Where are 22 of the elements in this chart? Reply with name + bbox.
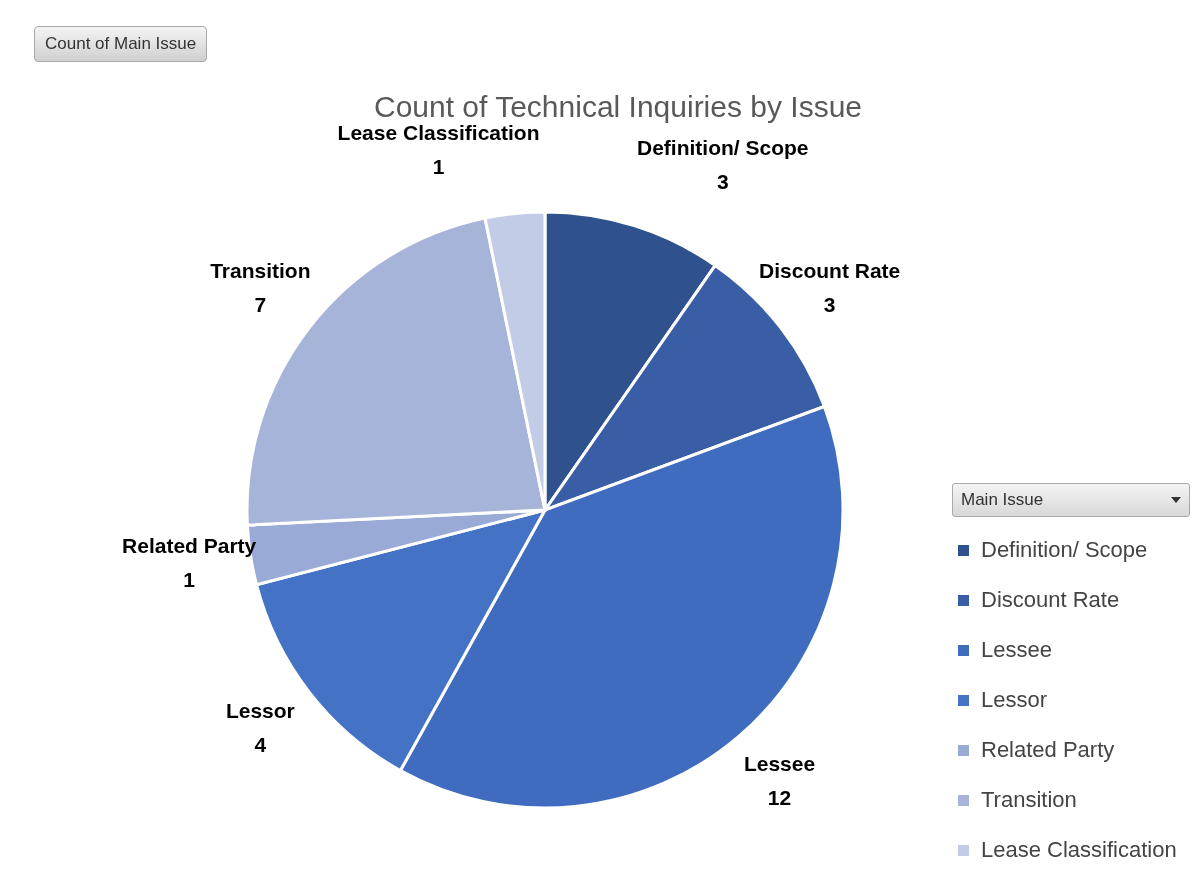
data-label: 1 [183, 567, 196, 591]
slice-label: Transition [210, 258, 311, 282]
data-label: 12 [767, 786, 792, 810]
slice-label: Discount Rate [759, 258, 901, 282]
legend-label: Lessee [981, 637, 1052, 663]
data-label: 3 [823, 292, 836, 316]
data-label: 3 [716, 169, 729, 193]
legend-label: Definition/ Scope [981, 537, 1148, 563]
slice-label: Lessee [743, 752, 816, 776]
slice-label: Related Party [122, 533, 257, 557]
legend-label: Discount Rate [981, 587, 1120, 613]
legend-title: Main Issue [961, 490, 1044, 510]
legend-label: Lessor [981, 687, 1048, 713]
data-label: 1 [432, 154, 445, 178]
data-label: 7 [254, 292, 267, 316]
legend-label: Lease Classification [981, 837, 1177, 863]
legend-label: Related Party [981, 737, 1115, 763]
legend-label: Transition [981, 787, 1077, 813]
text: Count of Main Issue [34, 26, 208, 62]
data-label: 4 [254, 733, 267, 757]
slice-label: Definition/ Scope [637, 135, 809, 159]
slice-label: Lessor [225, 699, 295, 723]
